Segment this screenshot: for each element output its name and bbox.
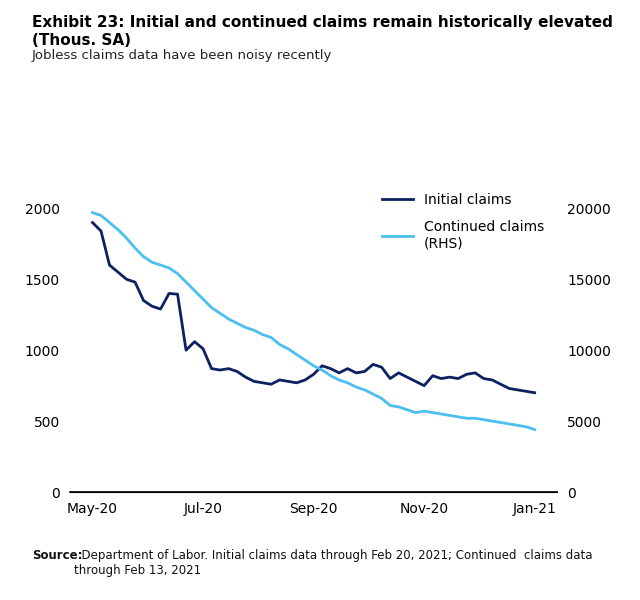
Text: Exhibit 23: Initial and continued claims remain historically elevated: Exhibit 23: Initial and continued claims… — [32, 15, 613, 30]
Text: Source:: Source: — [32, 549, 83, 562]
Text: Jobless claims data have been noisy recently: Jobless claims data have been noisy rece… — [32, 49, 332, 62]
Text: Department of Labor. Initial claims data through Feb 20, 2021; Continued  claims: Department of Labor. Initial claims data… — [74, 549, 592, 577]
Legend: Initial claims, Continued claims
(RHS): Initial claims, Continued claims (RHS) — [377, 187, 550, 256]
Text: (Thous. SA): (Thous. SA) — [32, 33, 131, 48]
